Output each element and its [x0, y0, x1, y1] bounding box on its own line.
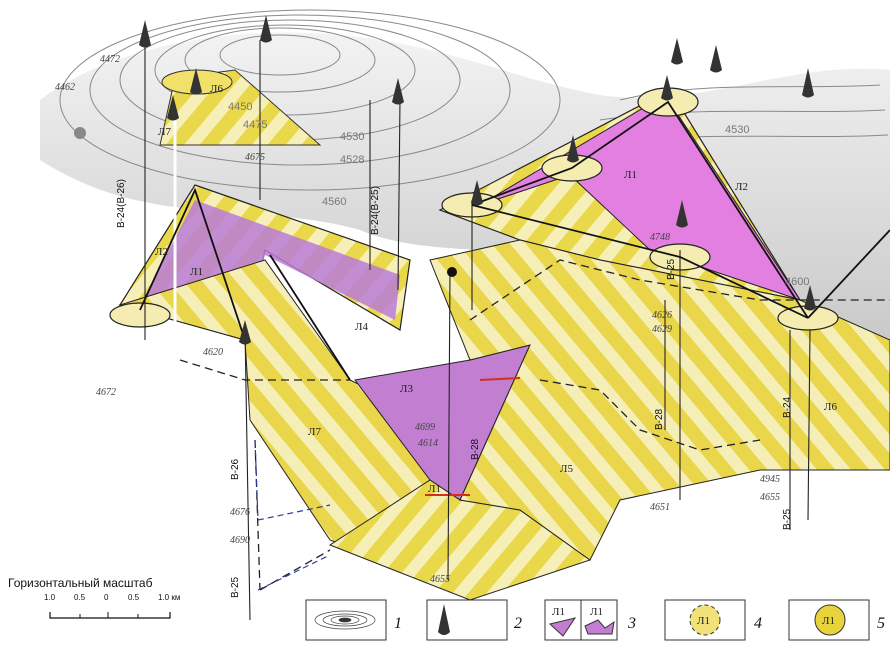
- scale-bar: Горизонтальный масштаб 1.0 0.5 0 0.5 1.0…: [8, 576, 180, 619]
- scale-tick: 0.5: [74, 593, 86, 602]
- legend-num-3: 3: [627, 615, 636, 632]
- contour-label: 4600: [785, 276, 809, 288]
- legend: 1 2 Л1 Л1 3 Л1 4 Л1 5: [305, 599, 885, 641]
- well-lines: [144, 40, 811, 621]
- legend-box-3a: [544, 599, 582, 641]
- well-cone-icon[interactable]: [260, 15, 272, 43]
- layer-label: Л6: [210, 83, 223, 95]
- layer-surface-icon: [584, 619, 615, 635]
- elevation-label: 4655: [430, 574, 450, 585]
- well-label: В-28: [470, 438, 481, 460]
- layer-label-group: Л1 Л2 Л3 Л4 Л5 Л6 Л7 Л1 Л2 Л7 Л6 Л1: [155, 83, 837, 495]
- well-cone-icon[interactable]: [661, 75, 673, 101]
- layer-label: Л2: [735, 181, 748, 193]
- contour-label: 4560: [322, 196, 346, 208]
- red-markers: [425, 377, 521, 496]
- elevation-label: 4748: [650, 232, 670, 243]
- right-block-front: [429, 239, 890, 561]
- contour-label: 4530: [725, 124, 749, 136]
- scale-tick: 0: [104, 593, 109, 602]
- contour-label: 4472: [100, 54, 120, 65]
- contour-label: 4475: [243, 119, 267, 131]
- layer-surface-icon: [548, 617, 577, 637]
- contour-label: 4530: [340, 131, 364, 143]
- legend-circle-label: Л1: [697, 615, 710, 627]
- well-cone-icon: [438, 604, 450, 635]
- solid-circle-icon: [814, 604, 846, 636]
- legend-num-4: 4: [754, 615, 762, 632]
- elevation-label: 4675: [245, 152, 265, 163]
- layer-label: Л7: [308, 426, 321, 438]
- layer-label: Л7: [158, 126, 171, 138]
- legend-circle-label: Л1: [822, 615, 835, 627]
- layer-label: Л5: [560, 463, 573, 475]
- layer-label: Л1: [428, 483, 441, 495]
- well-label: В-24: [782, 396, 793, 418]
- well-cones: [139, 15, 816, 345]
- well-cone-icon[interactable]: [671, 38, 683, 65]
- well-cone-icon[interactable]: [567, 135, 579, 163]
- scale-tick: 1.0 км: [158, 593, 180, 602]
- layer-label: Л3: [400, 383, 413, 395]
- elevation-label: 4614: [418, 438, 438, 449]
- contour-label: 4462: [55, 82, 75, 93]
- well-label: В-24(В-25): [370, 186, 381, 235]
- elevation-label: 4945: [760, 474, 780, 485]
- elevation-label: 4699: [415, 422, 435, 433]
- legend-layer-label: Л1: [590, 606, 603, 618]
- layer-label: Л2: [155, 246, 168, 258]
- well-cone-icon[interactable]: [239, 320, 251, 345]
- well-cone-icon[interactable]: [139, 20, 151, 48]
- well-label: В-25: [782, 508, 793, 530]
- elevation-label: 4629: [652, 324, 672, 335]
- well-cone-icon[interactable]: [167, 95, 179, 121]
- layer-label: Л6: [824, 401, 837, 413]
- dashed-circle-icon: [689, 604, 721, 636]
- elevation-label: 4620: [203, 347, 223, 358]
- layer-label: Л4: [355, 321, 368, 333]
- well-cone-icon[interactable]: [802, 68, 814, 98]
- well-label: В-28: [654, 408, 665, 430]
- right-block-pink: [479, 94, 802, 301]
- elevation-label: 4651: [650, 502, 670, 513]
- scale-tick: 0.5: [128, 593, 140, 602]
- well-cone-icon[interactable]: [676, 200, 688, 228]
- well-cone-icon[interactable]: [710, 45, 722, 73]
- well-label: В-25: [230, 576, 241, 598]
- elevation-label-group: 4672 4620 4699 4614 4676 4690 4655 4748 …: [96, 152, 835, 643]
- elevation-label: 4690: [230, 535, 250, 546]
- legend-box-2: [426, 599, 508, 641]
- well-label: В-24(В-26): [116, 179, 127, 228]
- well-cone-icon[interactable]: [804, 285, 816, 311]
- well-label: В-26: [230, 458, 241, 480]
- scale-tick: 1.0: [44, 593, 56, 602]
- legend-num-2: 2: [514, 615, 522, 632]
- elevation-label: 4655: [760, 492, 780, 503]
- scale-title: Горизонтальный масштаб: [8, 576, 153, 590]
- contour-label: 4528: [340, 154, 364, 166]
- well-label-group: В-24(В-26) В-24(В-25) В-26 В-25 В-28 В-2…: [116, 179, 793, 598]
- blue-dashed-boundaries: [254, 439, 331, 591]
- contour-label: 4450: [228, 101, 252, 113]
- well-label: В-25: [666, 258, 677, 280]
- legend-num-1: 1: [394, 615, 402, 632]
- elevation-label: 4672: [96, 387, 116, 398]
- elevation-label: 4626: [652, 310, 672, 321]
- legend-num-5: 5: [877, 615, 885, 632]
- legend-layer-label: Л1: [552, 606, 565, 618]
- layer-label: Л1: [190, 266, 203, 278]
- well-cone-icon[interactable]: [392, 78, 404, 105]
- layer-label: Л1: [624, 169, 637, 181]
- well-dots: [74, 127, 457, 277]
- contour-relief-icon: [314, 610, 376, 630]
- well-cone-icon[interactable]: [471, 180, 483, 206]
- elevation-label: 4676: [230, 507, 250, 518]
- well-connection-lines: [139, 100, 890, 381]
- well-cone-icon[interactable]: [190, 68, 202, 95]
- contour-label-group: 4475 4450 4530 4528 4560 4600 4530 4462 …: [55, 54, 809, 288]
